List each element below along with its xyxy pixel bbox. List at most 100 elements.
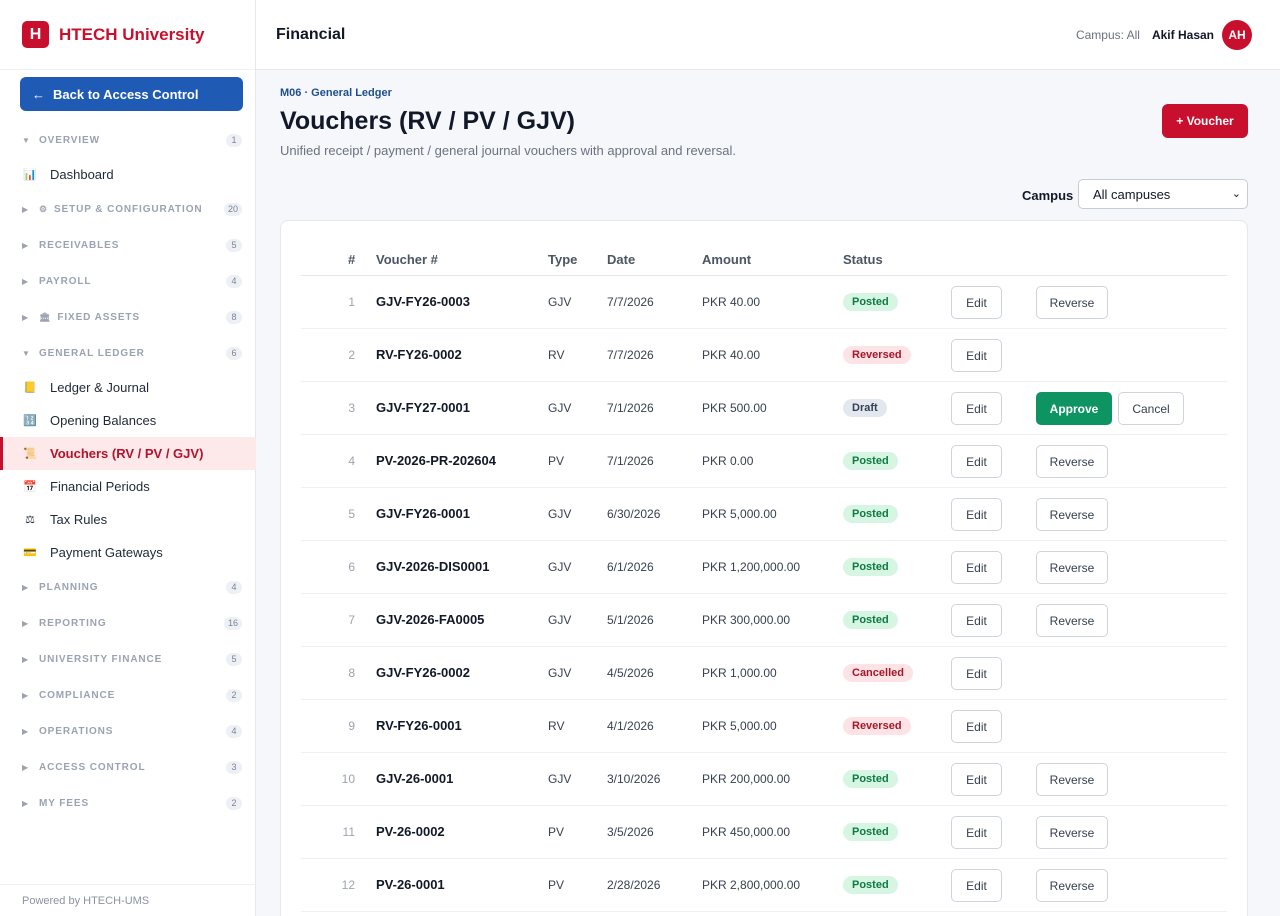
- edit-button[interactable]: Edit: [951, 286, 1002, 319]
- edit-button[interactable]: Edit: [951, 392, 1002, 425]
- nav-section-receivables[interactable]: ▶ RECEIVABLES 5: [0, 227, 256, 263]
- voucher-type: RV: [548, 348, 565, 362]
- voucher-date: 3/5/2026: [607, 825, 654, 839]
- edit-button[interactable]: Edit: [951, 339, 1002, 372]
- nav-section-count: 4: [226, 724, 242, 738]
- voucher-number: GJV-26-0001: [376, 771, 454, 786]
- table-row: 3 GJV-FY27-0001 GJV 7/1/2026 PKR 500.00 Draft…: [301, 382, 1227, 435]
- edit-button[interactable]: Edit: [951, 816, 1002, 849]
- arrow-left-icon: ←: [32, 86, 45, 102]
- reverse-button[interactable]: Reverse: [1036, 763, 1108, 796]
- nav-section-setup[interactable]: ▶ ⚙ SETUP & CONFIGURATION 20: [0, 191, 256, 227]
- row-number: 8: [348, 666, 355, 680]
- nav-section-label: OVERVIEW: [39, 134, 100, 146]
- status-badge: Posted: [843, 770, 898, 788]
- nav-section-university-finance[interactable]: ▶ UNIVERSITY FINANCE 5: [0, 641, 256, 677]
- row-number: 2: [348, 348, 355, 362]
- voucher-number: GJV-2026-DIS0001: [376, 559, 490, 574]
- nav-section-label: GENERAL LEDGER: [39, 347, 145, 359]
- add-voucher-button[interactable]: + Voucher: [1162, 104, 1248, 138]
- reverse-button[interactable]: Reverse: [1036, 286, 1108, 319]
- voucher-number: GJV-2026-FA0005: [376, 612, 485, 627]
- column-header-date: Date: [607, 252, 636, 267]
- nav-section-operations[interactable]: ▶ OPERATIONS 4: [0, 713, 256, 749]
- edit-button[interactable]: Edit: [951, 604, 1002, 637]
- sidebar-item-payment-gateways[interactable]: 💳 Payment Gateways: [0, 536, 256, 569]
- reverse-button[interactable]: Reverse: [1036, 816, 1108, 849]
- reverse-button[interactable]: Reverse: [1036, 551, 1108, 584]
- voucher-amount: PKR 2,800,000.00: [702, 878, 801, 892]
- sidebar-item-label: Tax Rules: [50, 512, 108, 527]
- caret-right-icon: ▶: [22, 582, 29, 592]
- table-row: 9 RV-FY26-0001 RV 4/1/2026 PKR 5,000.00 Rever…: [301, 700, 1227, 753]
- scales-icon: ⚖: [25, 514, 35, 526]
- nav-section-fixed-assets[interactable]: ▶ 🏛 FIXED ASSETS 8: [0, 299, 256, 335]
- approve-button[interactable]: Approve: [1036, 392, 1112, 425]
- voucher-amount: PKR 1,000.00: [702, 666, 777, 680]
- back-to-access-control-button[interactable]: ← Back to Access Control: [20, 77, 243, 111]
- nav-section-my-fees[interactable]: ▶ MY FEES 2: [0, 785, 256, 821]
- nav-section-reporting[interactable]: ▶ REPORTING 16: [0, 605, 256, 641]
- voucher-type: GJV: [548, 613, 572, 627]
- calendar-icon: 📅: [23, 481, 37, 493]
- edit-button[interactable]: Edit: [951, 710, 1002, 743]
- table-row: 5 GJV-FY26-0001 GJV 6/30/2026 PKR 5,000.00 Po…: [301, 488, 1227, 541]
- campus-select[interactable]: All campuses ⌄: [1078, 179, 1248, 209]
- avatar[interactable]: AH: [1222, 19, 1252, 50]
- sidebar-footer: Powered by HTECH-UMS: [0, 884, 256, 916]
- cancel-button[interactable]: Cancel: [1118, 392, 1184, 425]
- credit-card-icon: 💳: [23, 547, 37, 559]
- edit-button[interactable]: Edit: [951, 869, 1002, 902]
- brand[interactable]: H HTECH University: [0, 0, 255, 70]
- reverse-button[interactable]: Reverse: [1036, 445, 1108, 478]
- nav-section-general-ledger[interactable]: ▼ GENERAL LEDGER 6: [0, 335, 256, 371]
- nav-section-label: ACCESS CONTROL: [39, 761, 146, 773]
- row-number: 12: [341, 878, 355, 892]
- edit-button[interactable]: Edit: [951, 498, 1002, 531]
- nav-section-overview[interactable]: ▼ OVERVIEW 1: [0, 122, 256, 158]
- brand-logo-icon: H: [22, 21, 49, 48]
- nav-section-payroll[interactable]: ▶ PAYROLL 4: [0, 263, 256, 299]
- voucher-number: PV-2026-PR-202604: [376, 453, 496, 468]
- status-badge: Posted: [843, 505, 898, 523]
- sidebar-item-ledger-journal[interactable]: 📒 Ledger & Journal: [0, 371, 256, 404]
- nav-section-access-control[interactable]: ▶ ACCESS CONTROL 3: [0, 749, 256, 785]
- voucher-number: GJV-FY26-0002: [376, 665, 470, 680]
- sidebar-item-vouchers[interactable]: 📜 Vouchers (RV / PV / GJV): [0, 437, 256, 470]
- status-badge: Draft: [843, 399, 887, 417]
- voucher-type: GJV: [548, 295, 572, 309]
- edit-button[interactable]: Edit: [951, 657, 1002, 690]
- reverse-button[interactable]: Reverse: [1036, 869, 1108, 902]
- row-number: 11: [342, 825, 355, 839]
- edit-button[interactable]: Edit: [951, 445, 1002, 478]
- sidebar-item-opening-balances[interactable]: 🔢 Opening Balances: [0, 404, 256, 437]
- sidebar-item-financial-periods[interactable]: 📅 Financial Periods: [0, 470, 256, 503]
- campus-indicator: Campus: All: [1075, 27, 1140, 42]
- voucher-date: 7/7/2026: [607, 348, 654, 362]
- status-badge: Posted: [843, 611, 898, 629]
- voucher-number: GJV-FY27-0001: [376, 400, 470, 415]
- voucher-date: 6/30/2026: [607, 507, 661, 521]
- nav-section-compliance[interactable]: ▶ COMPLIANCE 2: [0, 677, 256, 713]
- caret-right-icon: ▶: [22, 204, 29, 214]
- nav-section-planning[interactable]: ▶ PLANNING 4: [0, 569, 256, 605]
- voucher-date: 4/1/2026: [607, 719, 654, 733]
- sidebar-item-dashboard[interactable]: 📊 Dashboard: [0, 158, 256, 191]
- edit-button[interactable]: Edit: [951, 551, 1002, 584]
- table-header: # Voucher # Type Date Amount Status: [301, 243, 1227, 276]
- page-subtitle: Unified receipt / payment / general jour…: [280, 143, 736, 158]
- row-number: 10: [341, 772, 355, 786]
- table-row: 6 GJV-2026-DIS0001 GJV 6/1/2026 PKR 1,200,00…: [301, 541, 1227, 594]
- voucher-amount: PKR 5,000.00: [702, 507, 777, 521]
- table-row: 4 PV-2026-PR-202604 PV 7/1/2026 PKR 0.00 Post…: [301, 435, 1227, 488]
- edit-button[interactable]: Edit: [951, 763, 1002, 796]
- status-badge: Cancelled: [843, 664, 913, 682]
- sidebar-item-tax-rules[interactable]: ⚖ Tax Rules: [0, 503, 256, 536]
- sidebar-item-label: Dashboard: [50, 167, 114, 182]
- ledger-icon: 📒: [23, 382, 37, 394]
- voucher-type: PV: [548, 878, 565, 892]
- reverse-button[interactable]: Reverse: [1036, 498, 1108, 531]
- user-name[interactable]: Akif Hasan: [1151, 27, 1214, 42]
- reverse-button[interactable]: Reverse: [1036, 604, 1108, 637]
- voucher-number: GJV-FY26-0003: [376, 294, 470, 309]
